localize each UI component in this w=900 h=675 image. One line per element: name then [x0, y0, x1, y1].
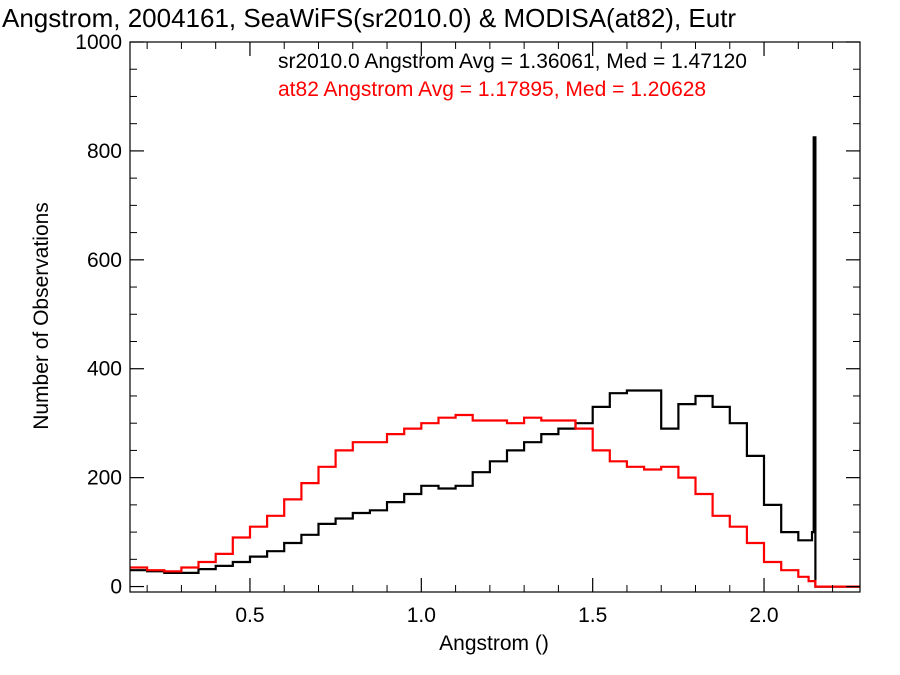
series-line-sr2010-0 — [130, 136, 860, 588]
x-tick-label: 1.5 — [578, 604, 607, 627]
annotation-sr2010: sr2010.0 Angstrom Avg = 1.36061, Med = 1… — [278, 50, 747, 73]
y-tick-label: 1000 — [75, 31, 122, 54]
y-tick-label: 200 — [87, 467, 122, 490]
plot-frame — [129, 41, 861, 593]
chart-title: Angstrom, 2004161, SeaWiFS(sr2010.0) & M… — [2, 3, 736, 33]
y-axis-label: Number of Observations — [30, 202, 53, 430]
x-tick-label: 1.0 — [407, 604, 436, 627]
x-axis-label: Angstrom () — [439, 632, 549, 655]
y-tick-label: 0 — [110, 576, 122, 599]
y-tick-label: 400 — [87, 358, 122, 381]
series-line-at82 — [130, 413, 860, 588]
x-tick-label: 2.0 — [749, 604, 778, 627]
y-tick-label: 600 — [87, 249, 122, 272]
y-tick-label: 800 — [87, 140, 122, 163]
annotation-at82: at82 Angstrom Avg = 1.17895, Med = 1.206… — [278, 78, 706, 101]
x-tick-label: 0.5 — [235, 604, 264, 627]
